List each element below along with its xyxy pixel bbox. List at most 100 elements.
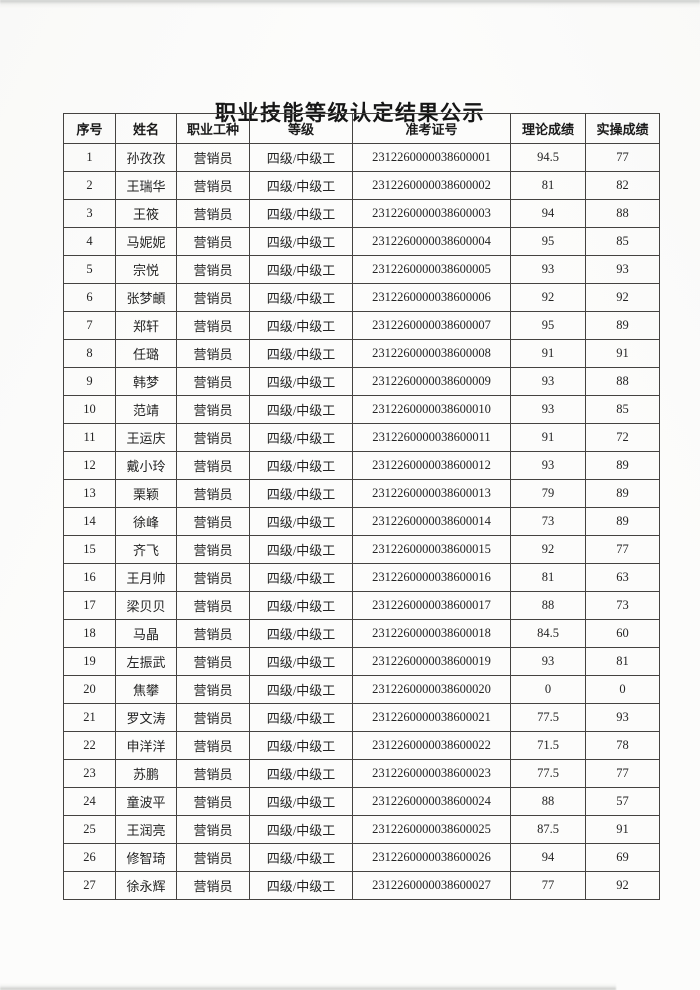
cell-exam-id: 2312260000038600007 [352,311,511,340]
cell-level: 四级/中级工 [249,675,353,704]
cell-level: 四级/中级工 [249,787,353,816]
cell-exam-id: 2312260000038600011 [352,423,511,452]
cell-index: 9 [63,367,116,396]
cell-name: 王运庆 [115,423,177,452]
cell-name: 张梦頔 [115,283,177,312]
cell-level: 四级/中级工 [249,843,353,872]
cell-practical-score: 77 [585,143,660,172]
cell-occupation: 营销员 [176,619,250,648]
cell-index: 8 [63,339,116,368]
cell-index: 19 [63,647,116,676]
cell-level: 四级/中级工 [249,367,353,396]
cell-index: 2 [63,171,116,200]
cell-theory-score: 81 [510,171,586,200]
cell-exam-id: 2312260000038600016 [352,563,511,592]
table-row: 16 王月帅 营销员 四级/中级工 2312260000038600016 81 63 [63,563,660,592]
cell-theory-score: 0 [510,675,586,704]
cell-index: 13 [63,479,116,508]
cell-index: 10 [63,395,116,424]
cell-occupation: 营销员 [176,675,250,704]
cell-occupation: 营销员 [176,759,250,788]
cell-occupation: 营销员 [176,143,250,172]
cell-level: 四级/中级工 [249,227,353,256]
cell-exam-id: 2312260000038600012 [352,451,511,480]
cell-level: 四级/中级工 [249,759,353,788]
cell-practical-score: 69 [585,843,660,872]
cell-occupation: 营销员 [176,871,250,900]
cell-exam-id: 2312260000038600018 [352,619,511,648]
table-row: 19 左振武 营销员 四级/中级工 2312260000038600019 93 81 [63,647,660,676]
cell-practical-score: 92 [585,871,660,900]
cell-practical-score: 57 [585,787,660,816]
cell-practical-score: 63 [585,563,660,592]
cell-exam-id: 2312260000038600025 [352,815,511,844]
cell-level: 四级/中级工 [249,535,353,564]
cell-level: 四级/中级工 [249,339,353,368]
table-row: 20 焦攀 营销员 四级/中级工 2312260000038600020 0 0 [63,675,660,704]
cell-name: 任璐 [115,339,177,368]
cell-index: 25 [63,815,116,844]
table-row: 22 申洋洋 营销员 四级/中级工 2312260000038600022 71.5 78 [63,731,660,760]
column-header-theory-score: 理论成绩 [510,113,586,144]
column-header-name: 姓名 [115,113,177,144]
cell-exam-id: 2312260000038600002 [352,171,511,200]
cell-name: 齐飞 [115,535,177,564]
cell-practical-score: 72 [585,423,660,452]
cell-exam-id: 2312260000038600014 [352,507,511,536]
table-row: 18 马晶 营销员 四级/中级工 2312260000038600018 84.5 60 [63,619,660,648]
cell-level: 四级/中级工 [249,255,353,284]
cell-theory-score: 92 [510,535,586,564]
cell-occupation: 营销员 [176,367,250,396]
cell-theory-score: 91 [510,339,586,368]
cell-occupation: 营销员 [176,535,250,564]
cell-name: 马晶 [115,619,177,648]
cell-theory-score: 71.5 [510,731,586,760]
cell-occupation: 营销员 [176,311,250,340]
cell-theory-score: 91 [510,423,586,452]
cell-name: 左振武 [115,647,177,676]
cell-occupation: 营销员 [176,731,250,760]
cell-exam-id: 2312260000038600013 [352,479,511,508]
cell-exam-id: 2312260000038600008 [352,339,511,368]
cell-index: 21 [63,703,116,732]
cell-theory-score: 93 [510,395,586,424]
cell-theory-score: 93 [510,451,586,480]
cell-theory-score: 93 [510,255,586,284]
table-row: 4 马妮妮 营销员 四级/中级工 2312260000038600004 95 85 [63,227,660,256]
table-row: 6 张梦頔 营销员 四级/中级工 2312260000038600006 92 92 [63,283,660,312]
table-row: 5 宗悦 营销员 四级/中级工 2312260000038600005 93 93 [63,255,660,284]
cell-name: 戴小玲 [115,451,177,480]
cell-theory-score: 79 [510,479,586,508]
table-row: 14 徐峰 营销员 四级/中级工 2312260000038600014 73 89 [63,507,660,536]
cell-theory-score: 73 [510,507,586,536]
cell-theory-score: 88 [510,787,586,816]
cell-practical-score: 89 [585,507,660,536]
cell-theory-score: 95 [510,311,586,340]
cell-level: 四级/中级工 [249,619,353,648]
cell-exam-id: 2312260000038600023 [352,759,511,788]
cell-practical-score: 92 [585,283,660,312]
cell-index: 16 [63,563,116,592]
cell-index: 24 [63,787,116,816]
cell-exam-id: 2312260000038600001 [352,143,511,172]
cell-name: 范靖 [115,395,177,424]
cell-practical-score: 73 [585,591,660,620]
cell-index: 17 [63,591,116,620]
cell-exam-id: 2312260000038600006 [352,283,511,312]
cell-practical-score: 78 [585,731,660,760]
cell-level: 四级/中级工 [249,731,353,760]
table-row: 17 梁贝贝 营销员 四级/中级工 2312260000038600017 88 73 [63,591,660,620]
cell-practical-score: 88 [585,367,660,396]
scan-edge-top [0,0,700,8]
cell-index: 6 [63,283,116,312]
column-header-occupation: 职业工种 [176,113,250,144]
table-row: 12 戴小玲 营销员 四级/中级工 2312260000038600012 93 89 [63,451,660,480]
cell-name: 王瑞华 [115,171,177,200]
cell-index: 3 [63,199,116,228]
cell-name: 宗悦 [115,255,177,284]
table-row: 3 王筱 营销员 四级/中级工 2312260000038600003 94 88 [63,199,660,228]
table-row: 23 苏鹏 营销员 四级/中级工 2312260000038600023 77.5 77 [63,759,660,788]
cell-level: 四级/中级工 [249,591,353,620]
cell-index: 22 [63,731,116,760]
cell-index: 5 [63,255,116,284]
